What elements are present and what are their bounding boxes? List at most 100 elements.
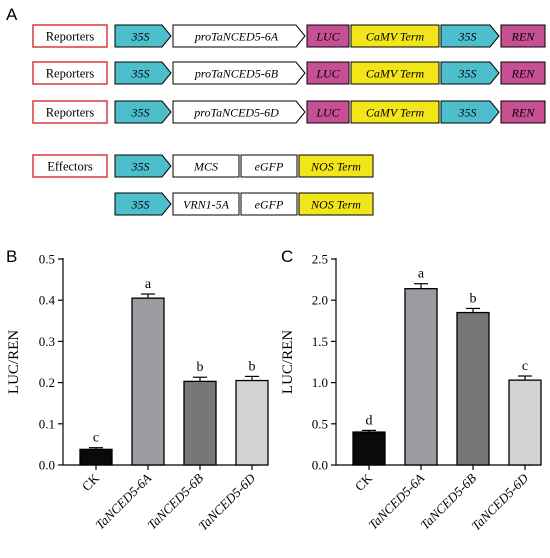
x-tick-label: TaNCED5-6D (468, 470, 531, 533)
construct-segment (350, 24, 440, 48)
bar (79, 448, 113, 466)
construct-segment-label: 35S (131, 198, 150, 212)
construct-segment (240, 192, 298, 216)
construct-segment (500, 100, 546, 124)
construct-segment-label: eGFP (255, 160, 284, 174)
construct-row: Effectors 35S MCS eGFP NOS Term (32, 154, 374, 178)
y-tick-label: 2.5 (312, 252, 328, 267)
construct-segment-label: 35S (458, 106, 477, 120)
construct-segment-label: CaMV Term (366, 30, 425, 44)
construct-row: Reporters 35S proTaNCED5-6B LUC CaMV Term 35S… (32, 61, 546, 85)
construct-segment (114, 100, 172, 124)
construct-segment (440, 61, 500, 85)
x-tick-label: TaNCED5-6D (195, 470, 258, 533)
bar (508, 379, 542, 466)
construct-segment (172, 61, 306, 85)
bar (456, 311, 490, 466)
y-tick-label: 0.4 (39, 293, 56, 308)
construct-row: Reporters 35S proTaNCED5-6A LUC CaMV Term 35S… (32, 24, 546, 48)
construct-segment-label: NOS Term (310, 160, 361, 174)
construct-segment (240, 154, 298, 178)
construct-row: 35S VRN1-5A eGFP NOS Term (114, 192, 374, 216)
construct-segment (172, 154, 240, 178)
construct-segment-label: VRN1-5A (183, 198, 230, 212)
construct-segment-label: REN (511, 30, 536, 44)
construct-segment-label: proTaNCED5-6B (194, 67, 279, 81)
construct-label-box (32, 61, 108, 85)
bar (131, 297, 165, 466)
construct-label: Reporters (46, 106, 95, 120)
construct-segment (298, 154, 374, 178)
construct-label-box (32, 154, 108, 178)
construct-segment (114, 192, 172, 216)
bar-chart-c: 0.00.51.01.52.02.5LUC/RENdCKaTaNCED5-6Ab… (280, 252, 542, 533)
construct-segment-label: 35S (131, 30, 150, 44)
construct-segment-label: proTaNCED5-6A (194, 30, 279, 44)
bar (404, 288, 438, 466)
y-tick-label: 1.0 (312, 375, 328, 390)
construct-segment (114, 24, 172, 48)
y-tick-label: 2.0 (312, 293, 328, 308)
construct-segment-label: proTaNCED5-6D (193, 106, 279, 120)
construct-segment-label: MCS (193, 160, 218, 174)
bar (235, 379, 269, 466)
significance-letter: b (249, 359, 256, 374)
construct-label: Reporters (46, 30, 95, 44)
construct-segment-label: 35S (131, 67, 150, 81)
construct-segment-label: 35S (131, 106, 150, 120)
construct-segment (172, 192, 240, 216)
construct-diagram: Reporters 35S proTaNCED5-6A LUC CaMV Term 35S… (32, 24, 546, 216)
bar-chart-b: 0.00.10.20.30.40.5LUC/RENcCKaTaNCED5-6Ab… (6, 252, 269, 533)
construct-segment-label: 35S (458, 67, 477, 81)
panel-letter-c: C (281, 247, 293, 266)
construct-segment-label: eGFP (255, 198, 284, 212)
construct-segment (306, 100, 350, 124)
y-tick-label: 0.2 (39, 375, 55, 390)
construct-segment (500, 24, 546, 48)
construct-segment-label: LUC (315, 67, 340, 81)
construct-segment (440, 24, 500, 48)
significance-letter: a (418, 267, 425, 282)
construct-segment (306, 24, 350, 48)
construct-segment (440, 100, 500, 124)
bar (352, 431, 386, 466)
construct-segment-label: 35S (131, 160, 150, 174)
construct-segment (350, 61, 440, 85)
y-axis-label: LUC/REN (280, 330, 296, 394)
construct-segment (350, 100, 440, 124)
construct-row: Reporters 35S proTaNCED5-6D LUC CaMV Term 35S… (32, 100, 546, 124)
y-tick-label: 0.1 (39, 416, 55, 431)
construct-segment (114, 61, 172, 85)
construct-segment-label: CaMV Term (366, 67, 425, 81)
bar (183, 380, 217, 466)
construct-segment-label: LUC (315, 30, 340, 44)
construct-segment-label: REN (511, 106, 536, 120)
construct-segment-label: CaMV Term (366, 106, 425, 120)
construct-label-box (32, 24, 108, 48)
y-tick-label: 0.5 (39, 252, 55, 267)
significance-letter: b (470, 291, 477, 306)
construct-segment (114, 154, 172, 178)
construct-segment-label: REN (511, 67, 536, 81)
y-tick-label: 0.0 (312, 458, 328, 473)
y-tick-label: 0.3 (39, 334, 55, 349)
significance-letter: a (145, 277, 152, 292)
construct-segment-label: NOS Term (310, 198, 361, 212)
x-tick-label: CK (352, 470, 376, 494)
construct-segment-label: 35S (458, 30, 477, 44)
construct-segment-label: LUC (315, 106, 340, 120)
panel-letter-b: B (6, 247, 17, 266)
significance-letter: b (197, 360, 204, 375)
construct-label: Effectors (47, 160, 93, 174)
construct-segment (172, 100, 306, 124)
construct-segment (172, 24, 306, 48)
significance-letter: c (93, 431, 99, 446)
y-axis-label: LUC/REN (6, 330, 22, 394)
y-tick-label: 0.0 (39, 458, 55, 473)
construct-segment (298, 192, 374, 216)
y-tick-label: 1.5 (312, 334, 328, 349)
x-tick-label: CK (79, 470, 103, 494)
panel-letter-a: A (6, 5, 18, 24)
construct-segment (500, 61, 546, 85)
